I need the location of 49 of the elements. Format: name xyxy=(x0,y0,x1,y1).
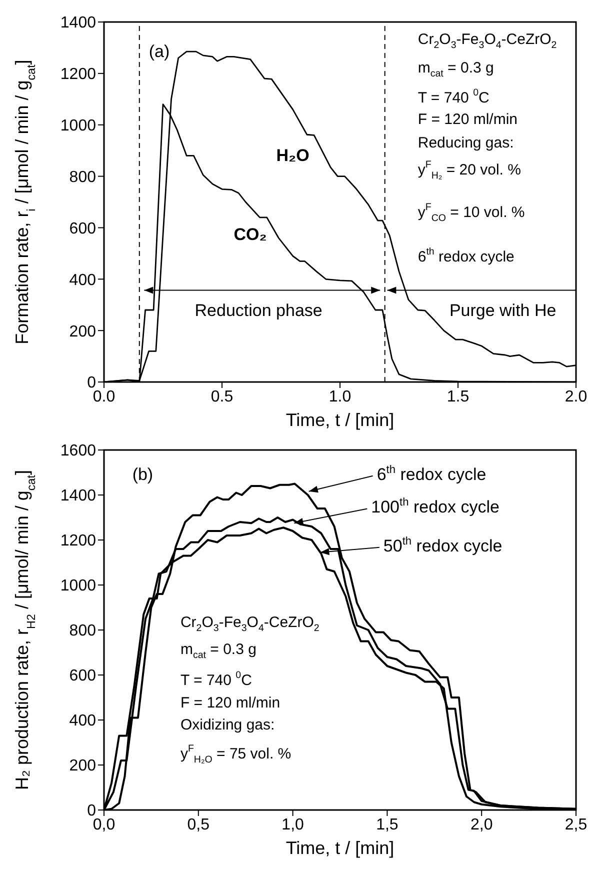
text: Cr$_{2}$O$_{3}$-Fe$_{3}$O$_{4}$-CeZrO$_{2}$ xyxy=(418,30,557,52)
series-label: CO₂ xyxy=(234,226,267,245)
annotation: Reduction phase xyxy=(194,302,322,321)
y-tick-label: 800 xyxy=(69,168,96,186)
y-tick-label: 1000 xyxy=(60,118,96,135)
legend-label: 100$^{th}$ redox cycle xyxy=(371,496,500,518)
y-tick-label: 1400 xyxy=(60,488,96,505)
annotation: m$_{cat}$ = 0.3 g xyxy=(180,640,256,662)
y-tick-label: 600 xyxy=(69,220,96,238)
x-tick-label: 2,5 xyxy=(564,816,588,834)
annotation: y$^{F}$$_{CO}$ = 10 vol. % xyxy=(418,202,525,224)
x-tick-label: 0.5 xyxy=(210,388,234,406)
x-axis-title: Time, t / [min] xyxy=(286,410,394,430)
y-tick-label: 400 xyxy=(69,712,96,730)
annotation: Reducing gas: xyxy=(418,134,514,152)
annotation: T = 740 $^{0}$C xyxy=(418,87,490,106)
series-label: H₂O xyxy=(276,146,310,166)
annotation: y$^{F}$$_{H₂O}$ = 75 vol. % xyxy=(180,744,292,766)
x-tick-label: 2,0 xyxy=(470,816,493,834)
y-tick-label: 200 xyxy=(69,758,96,775)
annotation: Purge with He xyxy=(449,302,556,321)
y-tick-label: 600 xyxy=(69,668,96,685)
annotation: (b) xyxy=(132,465,154,484)
annotation: m$_{cat}$ = 0.3 g xyxy=(418,59,494,80)
annotation: T = 740 $^{0}$C xyxy=(180,670,252,690)
x-tick-label: 2.0 xyxy=(564,388,588,406)
text: Cr$_{2}$O$_{3}$-Fe$_{3}$O$_{4}$-CeZrO$_{2}$ xyxy=(180,614,320,634)
annotation: F = 120 ml/min xyxy=(418,111,518,128)
y-tick-label: 1200 xyxy=(60,532,96,550)
x-tick-label: 1.0 xyxy=(328,388,352,406)
x-tick-label: 1,5 xyxy=(376,816,398,834)
annotation: Oxidizing gas: xyxy=(180,716,275,734)
annotation: 6$^{th}$ redox cycle xyxy=(418,246,514,266)
y-tick-label: 200 xyxy=(69,323,96,340)
x-tick-label: 0,5 xyxy=(187,816,210,834)
annotation: F = 120 ml/min xyxy=(180,694,280,712)
y-tick-label: 1000 xyxy=(60,578,96,595)
x-tick-label: 1,0 xyxy=(282,816,304,834)
y-tick-label: 1600 xyxy=(60,442,96,460)
legend-label: 50$^{th}$ redox cycle xyxy=(383,535,502,556)
annotation: y$^{F}$$_{H₂}$ = 20 vol. % xyxy=(418,160,521,182)
y-tick-label: 800 xyxy=(69,622,96,640)
y-tick-label: 400 xyxy=(69,272,96,289)
y-tick-label: 1200 xyxy=(60,66,96,84)
x-axis-title: Time, t / [min] xyxy=(286,838,394,858)
annotation: (a) xyxy=(148,42,170,62)
x-tick-label: 1.5 xyxy=(446,388,470,406)
y-tick-label: 1400 xyxy=(60,14,96,32)
legend-label: 6$^{th}$ redox cycle xyxy=(376,464,486,484)
